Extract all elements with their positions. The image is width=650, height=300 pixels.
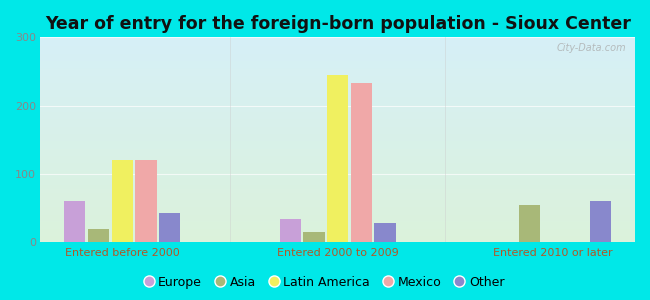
Bar [374,223,396,242]
Bar [280,218,301,242]
Bar [304,232,324,242]
Bar [135,160,157,242]
Bar [112,160,133,242]
Title: Year of entry for the foreign-born population - Sioux Center: Year of entry for the foreign-born popul… [45,15,630,33]
Bar [64,201,85,242]
Bar [327,75,348,242]
Legend: Europe, Asia, Latin America, Mexico, Other: Europe, Asia, Latin America, Mexico, Oth… [140,271,510,294]
Bar [590,201,611,242]
Bar [88,229,109,242]
Bar [351,83,372,242]
Bar [519,205,540,242]
Bar [159,213,180,242]
Text: City-Data.com: City-Data.com [556,44,626,53]
